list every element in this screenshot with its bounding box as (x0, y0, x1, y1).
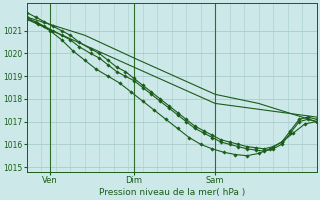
X-axis label: Pression niveau de la mer( hPa ): Pression niveau de la mer( hPa ) (99, 188, 245, 197)
